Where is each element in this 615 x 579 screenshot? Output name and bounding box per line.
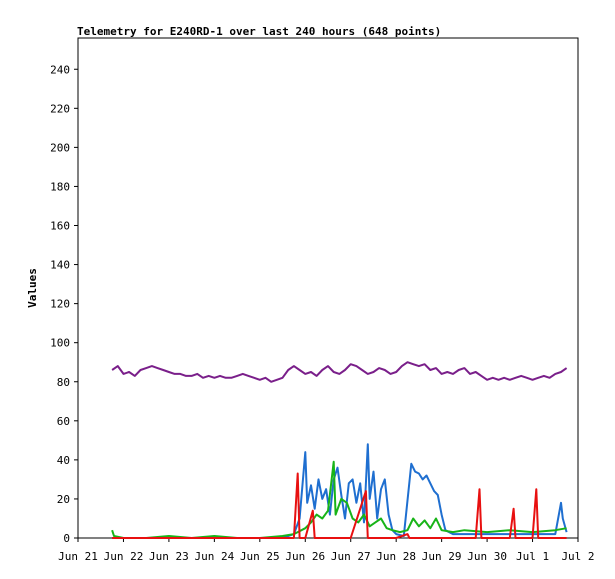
y-tick-label: 240	[50, 63, 70, 76]
x-tick-label: Jun 21	[58, 550, 98, 563]
x-tick-label: Jun 23	[149, 550, 189, 563]
y-tick-label: 100	[50, 337, 70, 350]
y-tick-label: 120	[50, 298, 70, 311]
y-tick-label: 80	[57, 376, 70, 389]
x-axis: Jun 21 Jun 22 Jun 23 Jun 24 Jun 25 Jun 26 Jun …	[58, 538, 595, 563]
series-line-3	[112, 472, 567, 539]
x-tick-label: Jun 30	[467, 550, 507, 563]
y-tick-label: 200	[50, 141, 70, 154]
y-tick-label: 0	[63, 532, 70, 545]
y-axis: 0 20 40 60 80 100 120 140 160 180 200 220 240	[50, 63, 78, 545]
series-line-0	[111, 361, 568, 383]
chart-title: Telemetry for E240RD-1 over last 240 hou…	[77, 25, 441, 38]
y-tick-label: 140	[50, 259, 70, 272]
y-tick-label: 20	[57, 493, 70, 506]
x-tick-label: Jun 25	[240, 550, 280, 563]
x-tick-label: Jun 27	[331, 550, 371, 563]
y-tick-label: 220	[50, 102, 70, 115]
x-tick-label: Jul 1	[516, 550, 549, 563]
y-tick-label: 160	[50, 220, 70, 233]
y-axis-label: Values	[26, 268, 39, 308]
y-tick-label: 40	[57, 454, 70, 467]
series-layer	[111, 361, 568, 539]
x-tick-label: Jul 2	[561, 550, 594, 563]
x-tick-label: Jun 28	[376, 550, 416, 563]
x-tick-label: Jun 29	[422, 550, 462, 563]
plot-area	[77, 37, 579, 539]
x-tick-label: Jun 26	[285, 550, 325, 563]
y-tick-label: 60	[57, 415, 70, 428]
x-tick-label: Jun 24	[194, 550, 234, 563]
x-tick-label: Jun 22	[104, 550, 144, 563]
y-tick-label: 180	[50, 180, 70, 193]
